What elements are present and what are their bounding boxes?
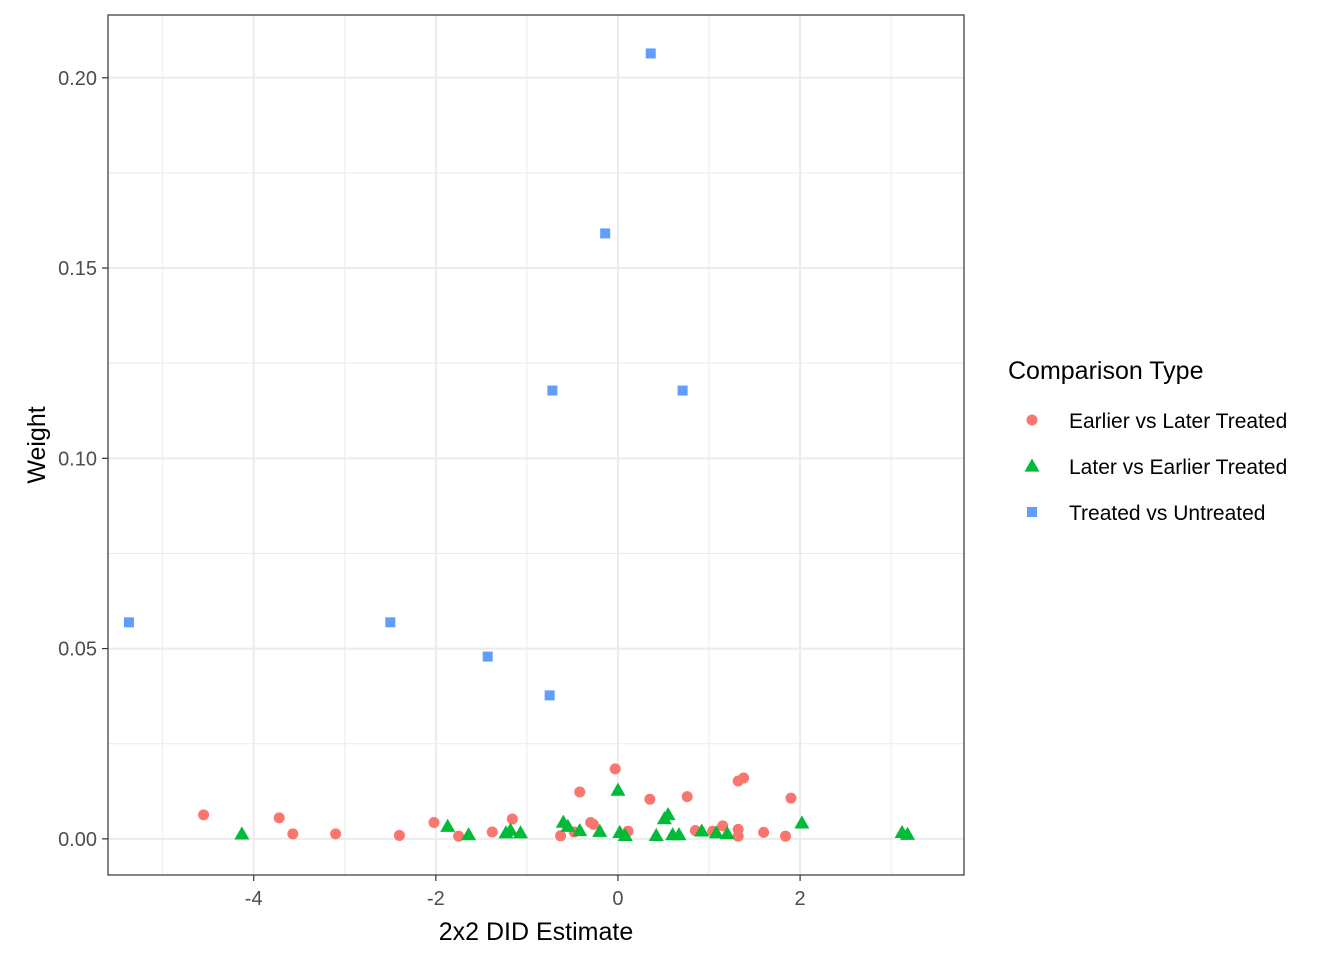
data-point-circle bbox=[780, 830, 792, 842]
major-gridlines bbox=[108, 15, 964, 875]
data-point-circle bbox=[758, 826, 770, 838]
data-point-square bbox=[677, 385, 688, 396]
legend-title: Comparison Type bbox=[1008, 357, 1203, 385]
data-point-triangle bbox=[660, 806, 676, 821]
y-tick-label: 0.20 bbox=[58, 68, 97, 90]
legend-key-triangle bbox=[1024, 458, 1040, 472]
data-point-circle bbox=[198, 809, 210, 821]
x-axis: -4 -2 0 2 bbox=[245, 875, 806, 910]
data-point-triangle bbox=[461, 827, 477, 841]
x-tick-label: 2 bbox=[795, 888, 806, 910]
x-tick-label: 0 bbox=[612, 888, 623, 910]
panel-border bbox=[107, 14, 965, 876]
data-point-circle bbox=[644, 793, 656, 805]
data-point-circle bbox=[609, 763, 621, 775]
legend-label: Treated vs Untreated bbox=[1069, 502, 1266, 525]
data-point-square bbox=[385, 617, 396, 628]
y-tick-label: 0.05 bbox=[58, 639, 97, 661]
x-tick-label: -4 bbox=[245, 888, 263, 910]
data-point-square bbox=[544, 690, 555, 701]
data-point-triangle bbox=[234, 826, 250, 840]
x-tick-label: -2 bbox=[427, 888, 445, 910]
data-point-triangle bbox=[719, 826, 735, 840]
legend-items: Earlier vs Later Treated Later vs Earlier… bbox=[1024, 410, 1287, 525]
data-point-circle bbox=[453, 830, 465, 842]
y-tick-label: 0.00 bbox=[58, 829, 97, 851]
data-point-circle bbox=[287, 828, 299, 840]
legend-key-circle bbox=[1026, 414, 1038, 426]
y-axis: 0.00 0.05 0.10 0.15 0.20 bbox=[58, 68, 108, 851]
data-point-square bbox=[547, 385, 558, 396]
data-point-circle bbox=[732, 830, 744, 842]
data-point-circle bbox=[587, 818, 599, 830]
data-point-square bbox=[645, 48, 656, 59]
data-point-circle bbox=[428, 816, 440, 828]
data-point-triangle bbox=[560, 818, 576, 832]
data-point-square bbox=[482, 651, 493, 662]
data-point-circle bbox=[738, 772, 750, 784]
x-axis-title: 2x2 DID Estimate bbox=[439, 918, 634, 946]
minor-gridlines bbox=[108, 15, 964, 875]
data-point-circle bbox=[555, 830, 567, 842]
data-point-triangle bbox=[440, 818, 456, 832]
panel-background bbox=[108, 15, 964, 875]
legend-label: Earlier vs Later Treated bbox=[1069, 410, 1287, 433]
data-point-circle bbox=[717, 820, 729, 832]
data-point-circle bbox=[681, 791, 693, 803]
data-point-triangle bbox=[694, 823, 710, 837]
data-point-circle bbox=[785, 792, 797, 804]
data-point-triangle bbox=[708, 825, 724, 839]
data-point-circle bbox=[486, 826, 498, 838]
data-point-triangle bbox=[794, 815, 810, 829]
data-point-circle bbox=[273, 812, 285, 824]
data-point-triangle bbox=[610, 782, 626, 796]
data-point-triangle bbox=[572, 822, 588, 837]
y-tick-label: 0.10 bbox=[58, 448, 97, 470]
y-axis-title: Weight bbox=[23, 406, 51, 483]
data-point-triangle bbox=[513, 825, 529, 839]
data-point-circle bbox=[574, 786, 586, 798]
data-point-triangle bbox=[900, 826, 916, 840]
data-point-triangle bbox=[617, 827, 633, 842]
y-tick-label: 0.15 bbox=[58, 258, 97, 280]
data-point-square bbox=[600, 228, 611, 239]
data-point-circle bbox=[330, 828, 342, 840]
data-point-triangle bbox=[648, 827, 664, 842]
data-point-circle bbox=[393, 829, 405, 841]
data-point-square bbox=[123, 617, 134, 628]
legend-label: Later vs Earlier Treated bbox=[1069, 456, 1287, 479]
data-point-triangle bbox=[503, 822, 519, 836]
data-point-triangle bbox=[592, 823, 608, 837]
legend: Comparison Type Earlier vs Later Treated… bbox=[1008, 357, 1287, 525]
data-point-triangle bbox=[671, 827, 687, 841]
data-point-circle bbox=[506, 813, 518, 825]
data-points bbox=[123, 48, 916, 842]
legend-key-square bbox=[1027, 507, 1037, 517]
